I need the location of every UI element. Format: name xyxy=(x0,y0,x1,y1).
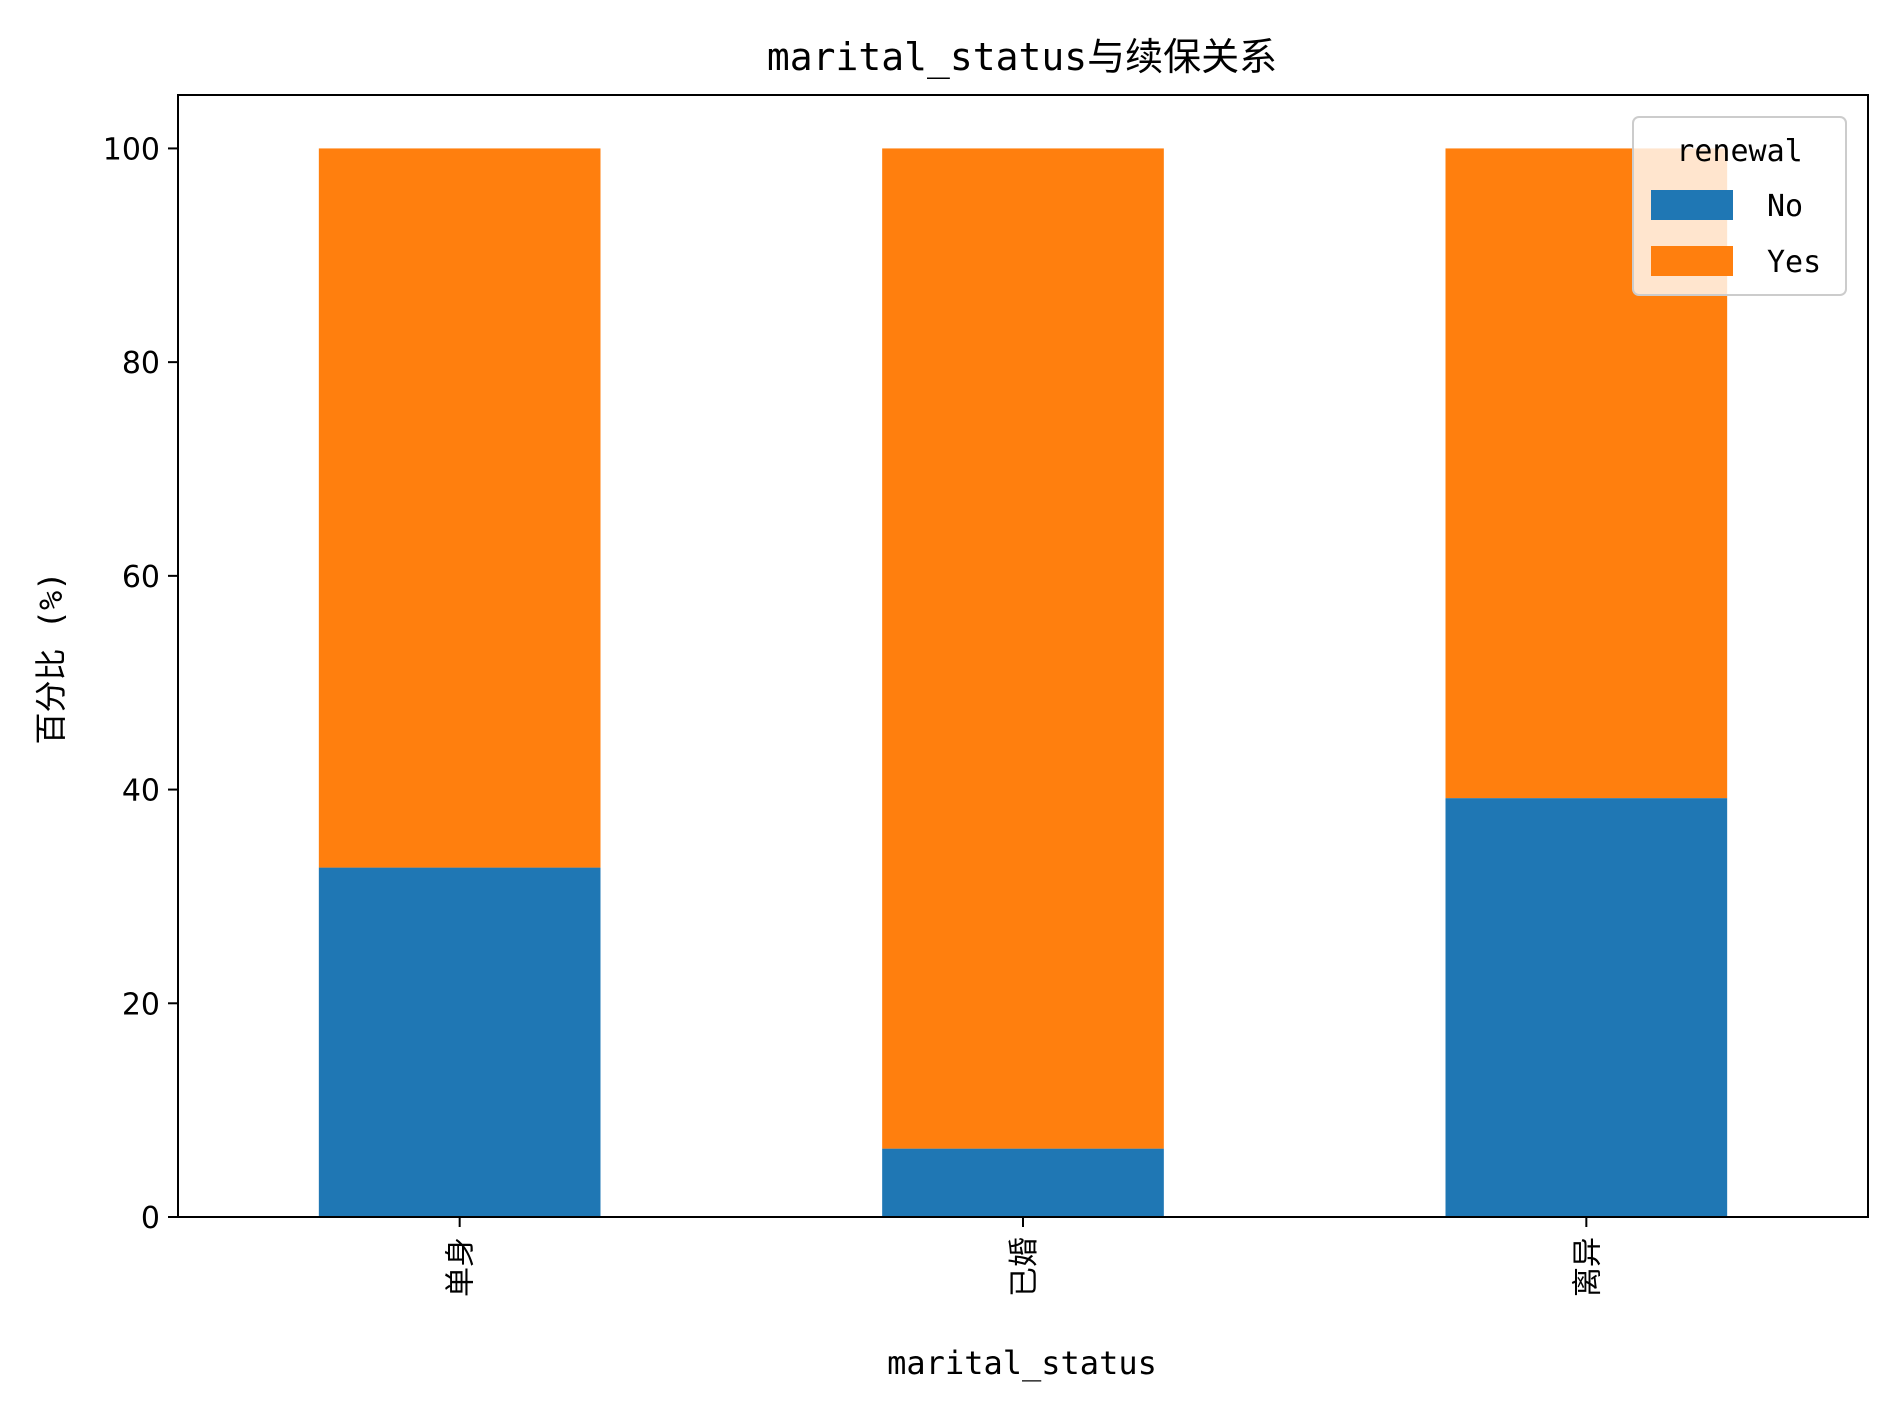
bar-yes-1 xyxy=(882,148,1164,1149)
y-tick-label-40: 40 xyxy=(122,774,160,809)
x-tick-label-2: 离异 xyxy=(1570,1237,1605,1297)
legend-label-yes: Yes xyxy=(1767,245,1821,280)
bar-no-1 xyxy=(882,1148,1164,1217)
y-tick-label-0: 0 xyxy=(141,1201,160,1236)
y-tick-label-60: 60 xyxy=(122,560,160,595)
y-axis-label: 百分比 (%) xyxy=(32,571,70,744)
x-tick-label-1: 已婚 xyxy=(1007,1237,1042,1297)
x-tick-label-0: 单身 xyxy=(444,1237,479,1297)
bar-no-0 xyxy=(318,867,601,1217)
y-tick-label-100: 100 xyxy=(103,132,160,167)
chart-title: marital_status与续保关系 xyxy=(767,35,1277,80)
y-tick-label-20: 20 xyxy=(122,987,160,1022)
axes: 0 20 40 60 80 100 单身 已婚 离异 xyxy=(103,94,1869,1297)
plot-area xyxy=(318,148,1728,1217)
legend-swatch-yes xyxy=(1651,246,1733,276)
bar-no-2 xyxy=(1445,798,1728,1217)
legend-label-no: No xyxy=(1767,189,1803,224)
x-axis-label: marital_status xyxy=(887,1344,1157,1382)
y-tick-label-80: 80 xyxy=(122,346,160,381)
legend-swatch-no xyxy=(1651,190,1733,220)
legend: renewal No Yes xyxy=(1632,116,1847,296)
legend-title: renewal xyxy=(1676,134,1802,169)
bar-yes-0 xyxy=(318,148,601,868)
